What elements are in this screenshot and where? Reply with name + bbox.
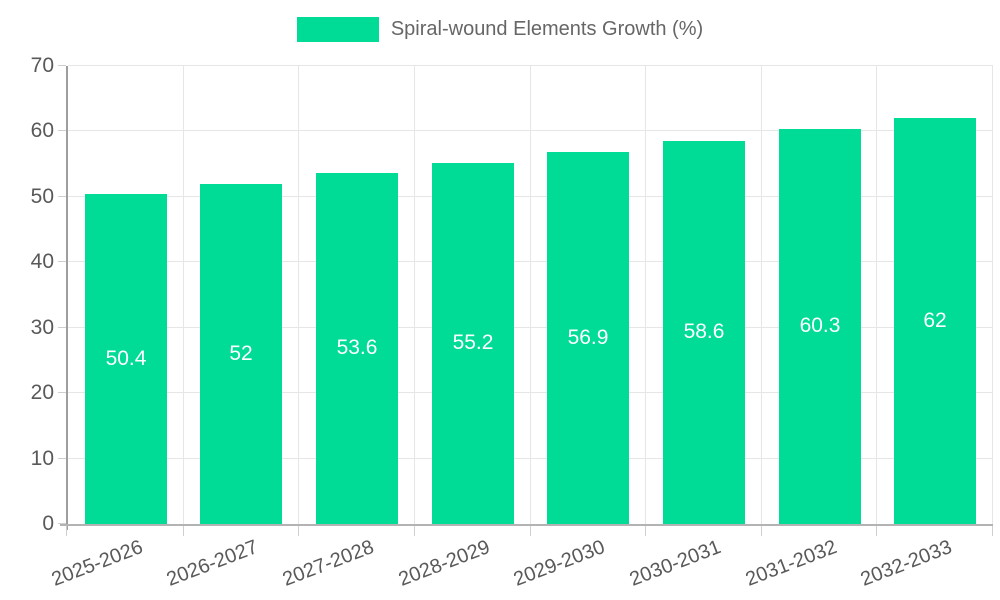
x-gridline	[298, 66, 300, 524]
y-gridline	[68, 261, 993, 263]
y-axis-tick-label: 20	[30, 381, 54, 405]
chart-legend: Spiral-wound Elements Growth (%)	[0, 17, 1000, 42]
x-gridline	[645, 66, 647, 524]
y-tick-mark	[58, 261, 66, 263]
x-gridline	[529, 66, 531, 524]
x-gridline	[876, 66, 878, 524]
x-tick-mark	[760, 526, 762, 536]
plot-area: 0 10 20 30 40 50 60 70 50.4 52 53.6 55.2 56.9 58.6 60.…	[31, 54, 993, 591]
bar-value-label: 56.9	[567, 326, 609, 349]
legend-item[interactable]: Spiral-wound Elements Growth (%)	[296, 17, 704, 42]
x-gridline	[992, 66, 993, 524]
bar-2028-2029: 55.2	[432, 163, 514, 524]
y-axis-tick-label: 30	[30, 315, 54, 339]
y-axis-tick-label: 70	[30, 54, 54, 77]
y-gridline	[68, 195, 993, 197]
bar-2026-2027: 52	[200, 184, 282, 524]
bar-value-label: 58.6	[683, 320, 725, 343]
x-gridline	[413, 66, 415, 524]
y-gridline	[68, 130, 993, 132]
y-tick-mark	[58, 130, 66, 132]
x-tick-mark	[992, 526, 993, 536]
bar-value-label: 62	[923, 309, 947, 332]
x-tick-mark	[298, 526, 300, 536]
x-gridline	[182, 66, 184, 524]
y-tick-mark	[58, 195, 66, 197]
y-axis-tick-label: 50	[30, 184, 54, 208]
x-tick-mark	[529, 526, 531, 536]
y-gridline	[68, 326, 993, 328]
y-tick-mark	[58, 457, 66, 459]
y-axis-tick-label: 0	[42, 512, 54, 535]
bar-value-label: 53.6	[336, 336, 378, 359]
y-axis-tick-label: 10	[30, 446, 54, 470]
y-tick-mark	[58, 65, 66, 66]
bar-2032-2033: 62	[894, 118, 976, 524]
y-tick-mark	[58, 523, 66, 524]
y-tick-mark	[58, 326, 66, 328]
bar-2029-2030: 56.9	[547, 152, 629, 524]
bar-value-label: 60.3	[799, 314, 841, 337]
y-gridline	[68, 392, 993, 394]
x-tick-mark	[645, 526, 647, 536]
y-axis-tick-label: 60	[30, 119, 54, 143]
bar-2031-2032: 60.3	[779, 129, 861, 524]
y-gridline	[68, 65, 993, 66]
legend-label: Spiral-wound Elements Growth (%)	[390, 18, 704, 40]
x-tick-mark	[876, 526, 878, 536]
bar-value-label: 55.2	[452, 331, 494, 354]
y-tick-mark	[58, 392, 66, 394]
bar-2030-2031: 58.6	[663, 141, 745, 524]
legend-swatch	[296, 17, 379, 42]
x-axis-line	[60, 524, 993, 526]
bar-2027-2028: 53.6	[316, 173, 398, 524]
bar-value-label: 52	[229, 342, 253, 365]
bar-value-label: 50.4	[105, 347, 147, 370]
x-tick-mark	[413, 526, 415, 536]
x-gridline	[760, 66, 762, 524]
y-axis-tick-label: 40	[30, 250, 54, 274]
y-axis-line	[66, 66, 68, 530]
x-tick-mark	[66, 526, 67, 536]
y-gridline	[68, 457, 993, 459]
x-tick-mark	[182, 526, 184, 536]
bar-2025-2026: 50.4	[85, 194, 167, 524]
